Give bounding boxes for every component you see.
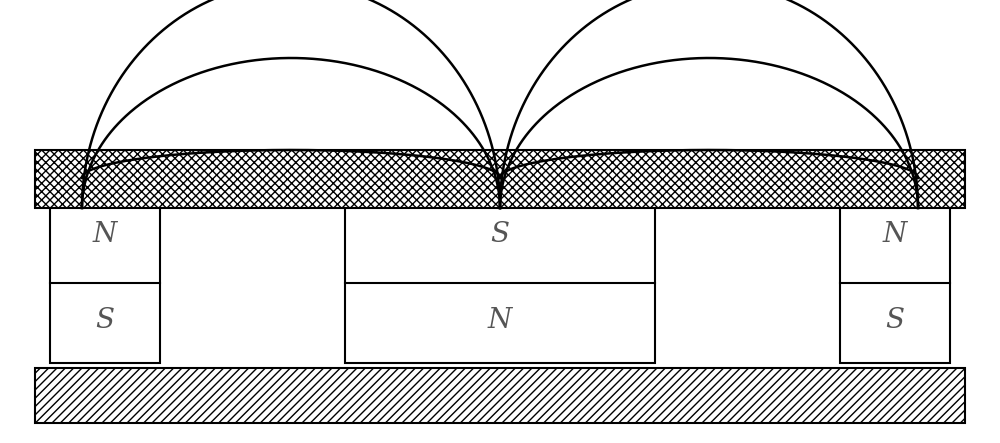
Bar [50, 203, 160, 363]
Text: S: S [96, 307, 114, 334]
Text: S: S [490, 222, 510, 249]
Bar [35, 150, 965, 208]
Text: N: N [883, 222, 907, 249]
Text: S: S [886, 307, 904, 334]
Text: N: N [93, 222, 117, 249]
Text: N: N [488, 307, 512, 334]
Bar [345, 203, 655, 363]
Bar [35, 368, 965, 423]
Bar [840, 203, 950, 363]
